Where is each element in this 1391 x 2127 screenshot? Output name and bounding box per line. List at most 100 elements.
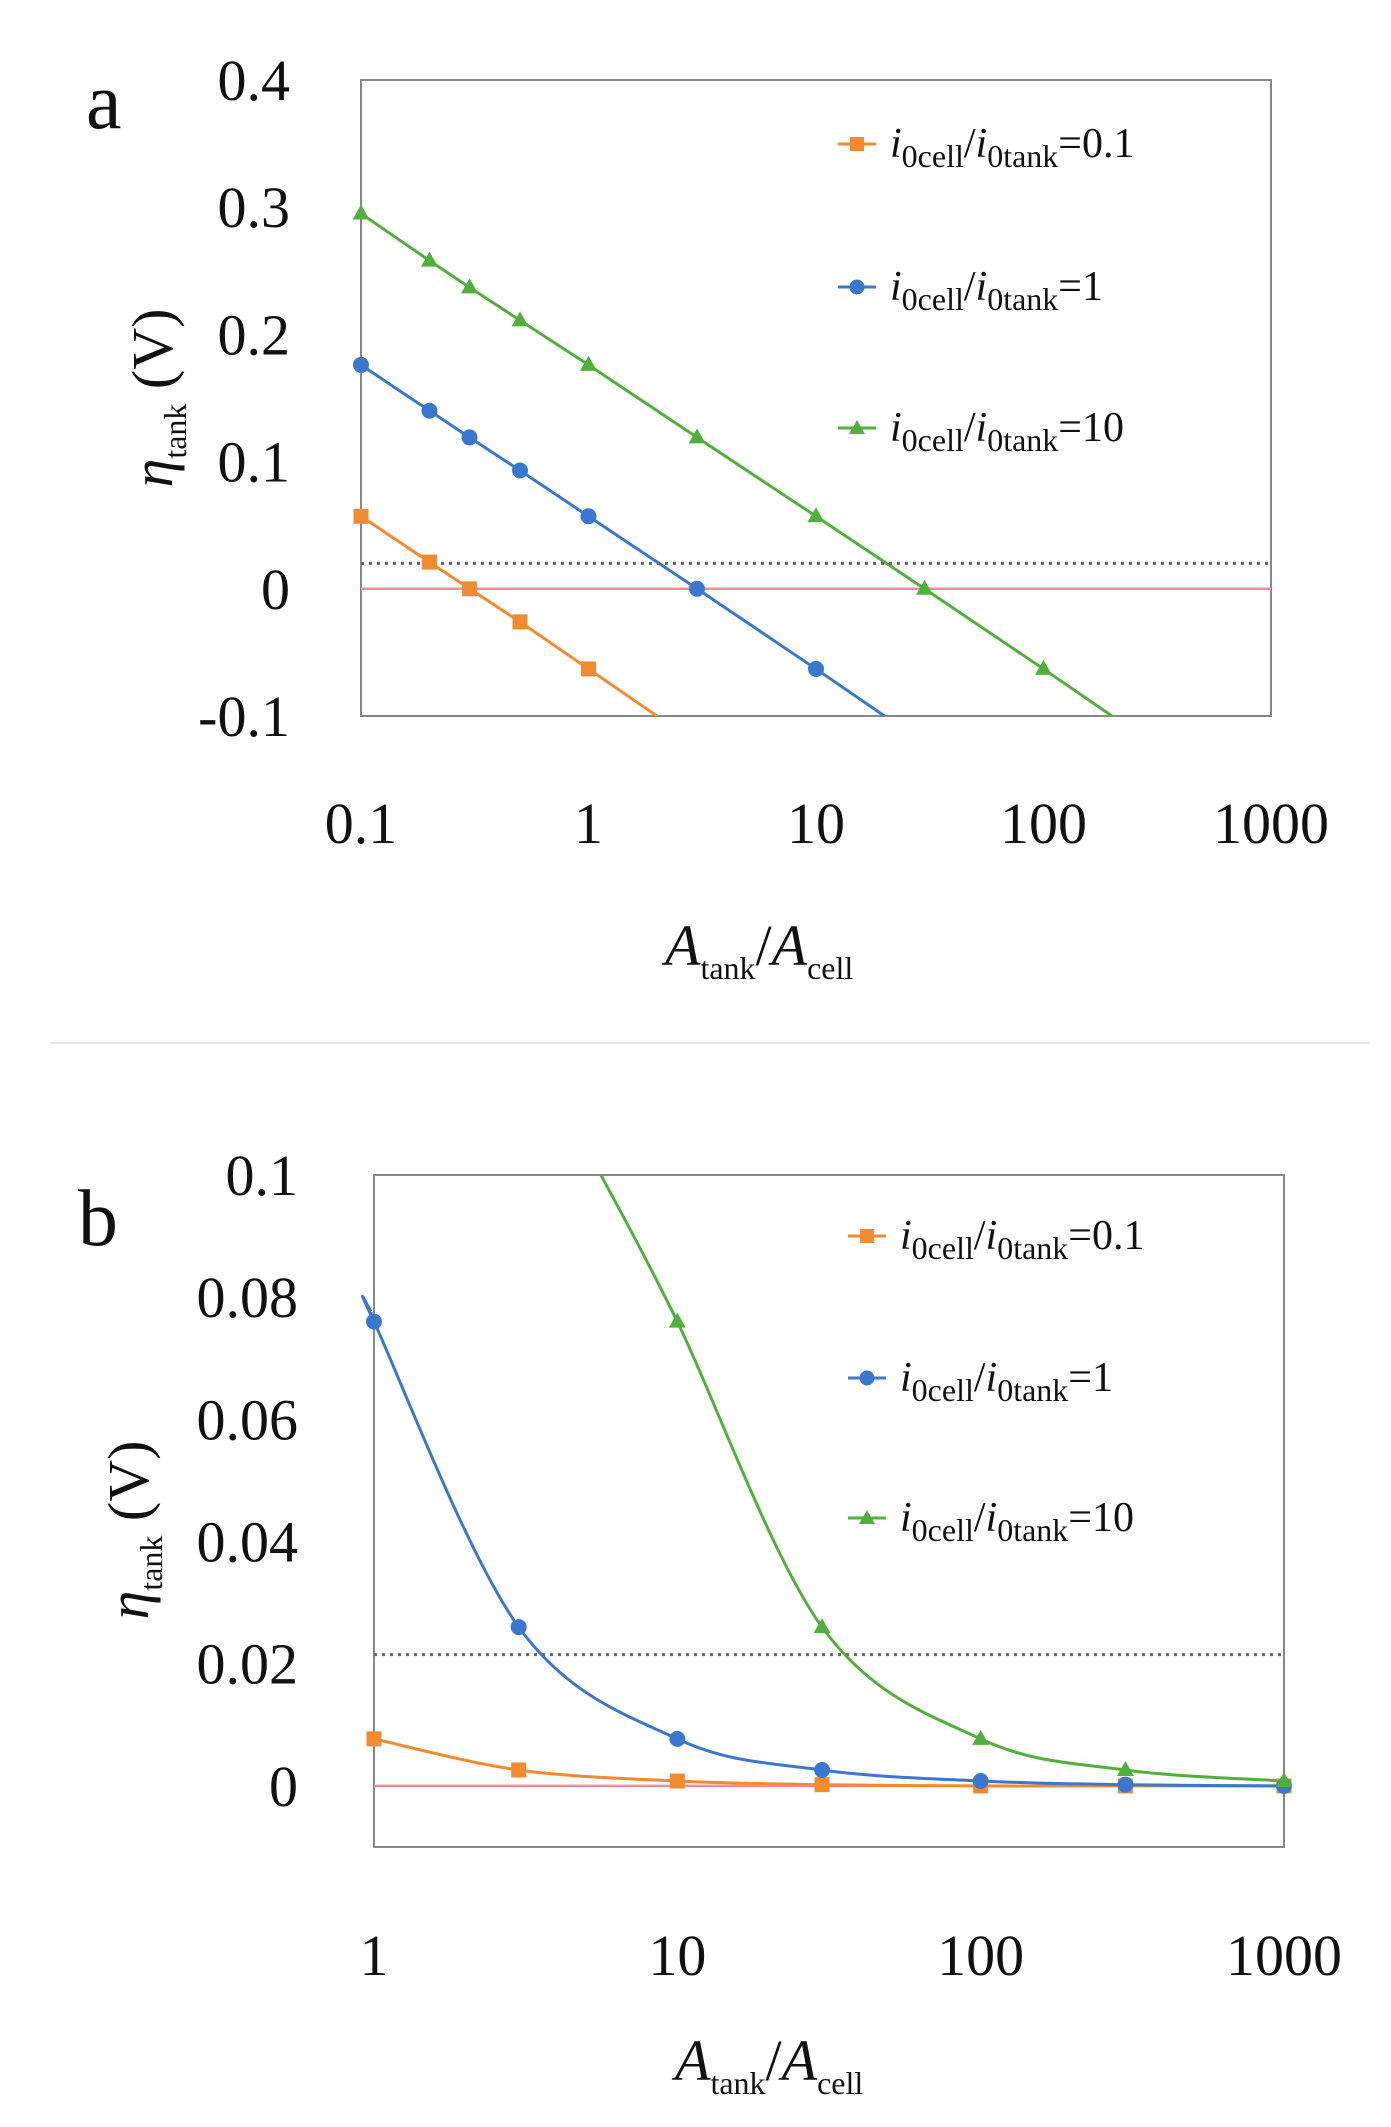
panel-a-y-tick: 0.2: [218, 302, 291, 367]
legend-square-marker-icon: [850, 137, 864, 151]
data-point-ratio-10: [1275, 1772, 1293, 1788]
svg-text:i0cell/i0tank=1: i0cell/i0tank=1: [900, 1355, 1113, 1408]
data-point-ratio-1: [808, 660, 824, 677]
panel-b-legend: i0cell/i0tank=0.1 i0cell/i0tank=1 i0cell…: [848, 1213, 1144, 1548]
data-point-ratio-10: [511, 311, 529, 327]
panel-b-x-tick: 10: [648, 1923, 706, 1988]
data-point-ratio-1: [580, 508, 597, 525]
panel-b-plot-frame: [373, 1174, 1285, 1848]
data-point-ratio-0-1: [353, 508, 369, 524]
panel-b-y-tick-labels: 0.1 0.08 0.06 0.04 0.02 0: [197, 1143, 299, 1819]
legend-entry-ratio-1: i0cell/i0tank=1: [838, 264, 1103, 317]
panel-b-x-axis-title: Atank/Acell: [671, 2028, 863, 2101]
legend-entry-ratio-10: i0cell/i0tank=10: [848, 1495, 1134, 1548]
data-point-ratio-10: [580, 355, 597, 371]
legend-entry-ratio-0-1: i0cell/i0tank=0.1: [848, 1213, 1144, 1266]
legend-entry-ratio-0-1: i0cell/i0tank=0.1: [838, 121, 1134, 174]
data-point-ratio-0-1: [366, 1731, 382, 1747]
legend-ratio-value: 0.1: [1092, 1213, 1145, 1259]
panel-b: b 0.1 0.08 0.06 0.04 0.02 0 1 10 100 100…: [78, 1143, 1342, 2101]
legend-ratio-value: 1: [1082, 264, 1103, 310]
data-point-ratio-1: [669, 1730, 686, 1747]
panel-b-x-tick-labels: 1 10 100 1000: [360, 1923, 1343, 1988]
data-point-ratio-1: [689, 580, 706, 597]
data-point-ratio-1: [1117, 1776, 1134, 1793]
panel-a-series-lines: [360, 212, 1113, 718]
panel-b-y-tick: 0.1: [226, 1143, 299, 1208]
legend-square-marker-icon: [860, 1229, 874, 1243]
panel-b-y-tick: 0.06: [197, 1387, 299, 1452]
panel-a-x-tick: 0.1: [325, 791, 398, 856]
svg-text:i0cell/i0tank=10: i0cell/i0tank=10: [900, 1495, 1134, 1548]
svg-text:i0cell/i0tank=1: i0cell/i0tank=1: [890, 264, 1103, 317]
panel-b-x-tick: 100: [937, 1923, 1024, 1988]
series-line-ratio-1: [360, 363, 886, 718]
data-point-ratio-0-1: [421, 554, 437, 570]
legend-triangle-marker-icon: [859, 1510, 875, 1524]
panel-a-series-markers: [352, 204, 1052, 677]
svg-text:i0cell/i0tank=10: i0cell/i0tank=10: [890, 405, 1124, 458]
panel-b-x-tick: 1: [360, 1923, 389, 1988]
panel-a-y-tick: 0.4: [218, 48, 291, 113]
svg-text:i0cell/i0tank=0.1: i0cell/i0tank=0.1: [900, 1213, 1144, 1266]
data-point-ratio-1: [814, 1762, 831, 1779]
data-point-ratio-10: [668, 1312, 686, 1328]
panel-a-plot-frame: [360, 79, 1272, 717]
panel-b-letter: b: [78, 1175, 118, 1263]
panel-a-x-tick: 1000: [1213, 791, 1329, 856]
panel-a-y-tick: -0.1: [198, 684, 290, 749]
panel-a-y-tick: 0: [261, 557, 290, 622]
panel-b-y-tick: 0.02: [197, 1632, 299, 1697]
panel-b-x-tick: 1000: [1226, 1923, 1342, 1988]
series-line-ratio-10: [360, 212, 1113, 718]
data-point-ratio-10: [461, 278, 479, 294]
panel-a-x-tick: 1: [574, 791, 603, 856]
panel-a: a 0.4 0.3 0.2 0.1 0 -0.1 0.1 1 10 100 10…: [86, 48, 1329, 986]
svg-text:i0cell/i0tank=0.1: i0cell/i0tank=0.1: [890, 121, 1134, 174]
panel-a-y-tick: 0.1: [218, 430, 291, 495]
data-point-ratio-0-1: [512, 614, 528, 630]
panel-a-letter: a: [86, 58, 122, 146]
series-line-ratio-1: [360, 1294, 1285, 1788]
panel-a-y-tick: 0.3: [218, 175, 291, 240]
panel-a-x-tick: 100: [1000, 791, 1087, 856]
legend-circle-marker-icon: [859, 1370, 875, 1386]
data-point-ratio-1: [510, 1619, 527, 1636]
data-point-ratio-10: [1116, 1761, 1134, 1777]
data-point-ratio-10: [813, 1618, 831, 1634]
data-point-ratio-10: [807, 507, 825, 523]
data-point-ratio-0-1: [511, 1762, 527, 1778]
panel-a-y-axis-title: ηtank (V): [120, 309, 193, 488]
panel-b-y-tick: 0.08: [197, 1265, 299, 1330]
data-point-ratio-0-1: [814, 1777, 830, 1793]
data-point-ratio-1: [461, 429, 478, 446]
data-point-ratio-1: [421, 402, 438, 419]
panel-b-series-markers: [366, 1312, 1293, 1794]
panel-b-y-tick: 0.04: [197, 1510, 299, 1575]
data-point-ratio-10: [1035, 659, 1052, 675]
panel-a-x-tick-labels: 0.1 1 10 100 1000: [325, 791, 1329, 856]
data-point-ratio-10: [420, 251, 438, 267]
series-line-ratio-0-1: [360, 515, 658, 718]
data-point-ratio-1: [972, 1773, 989, 1790]
legend-entry-ratio-10: i0cell/i0tank=10: [838, 405, 1124, 458]
panel-a-y-tick-labels: 0.4 0.3 0.2 0.1 0 -0.1: [198, 48, 290, 749]
legend-entry-ratio-1: i0cell/i0tank=1: [848, 1355, 1113, 1408]
panel-a-legend: i0cell/i0tank=0.1 i0cell/i0tank=1 i0cell…: [838, 121, 1134, 458]
data-point-ratio-0-1: [581, 661, 596, 677]
data-point-ratio-10: [688, 428, 706, 444]
legend-ratio-value: 0.1: [1082, 121, 1135, 167]
legend-circle-marker-icon: [849, 279, 865, 295]
panel-a-x-axis-title: Atank/Acell: [661, 913, 853, 986]
panel-b-series-lines: [360, 1174, 1285, 1788]
panel-b-y-tick: 0: [269, 1754, 298, 1819]
data-point-ratio-10: [916, 579, 934, 595]
data-point-ratio-10: [352, 204, 370, 220]
data-point-ratio-1: [366, 1313, 382, 1330]
data-point-ratio-10: [972, 1729, 990, 1745]
legend-triangle-marker-icon: [849, 420, 865, 434]
panel-a-reference-lines: [361, 561, 1271, 591]
data-point-ratio-1: [353, 356, 369, 373]
data-point-ratio-1: [512, 462, 529, 479]
